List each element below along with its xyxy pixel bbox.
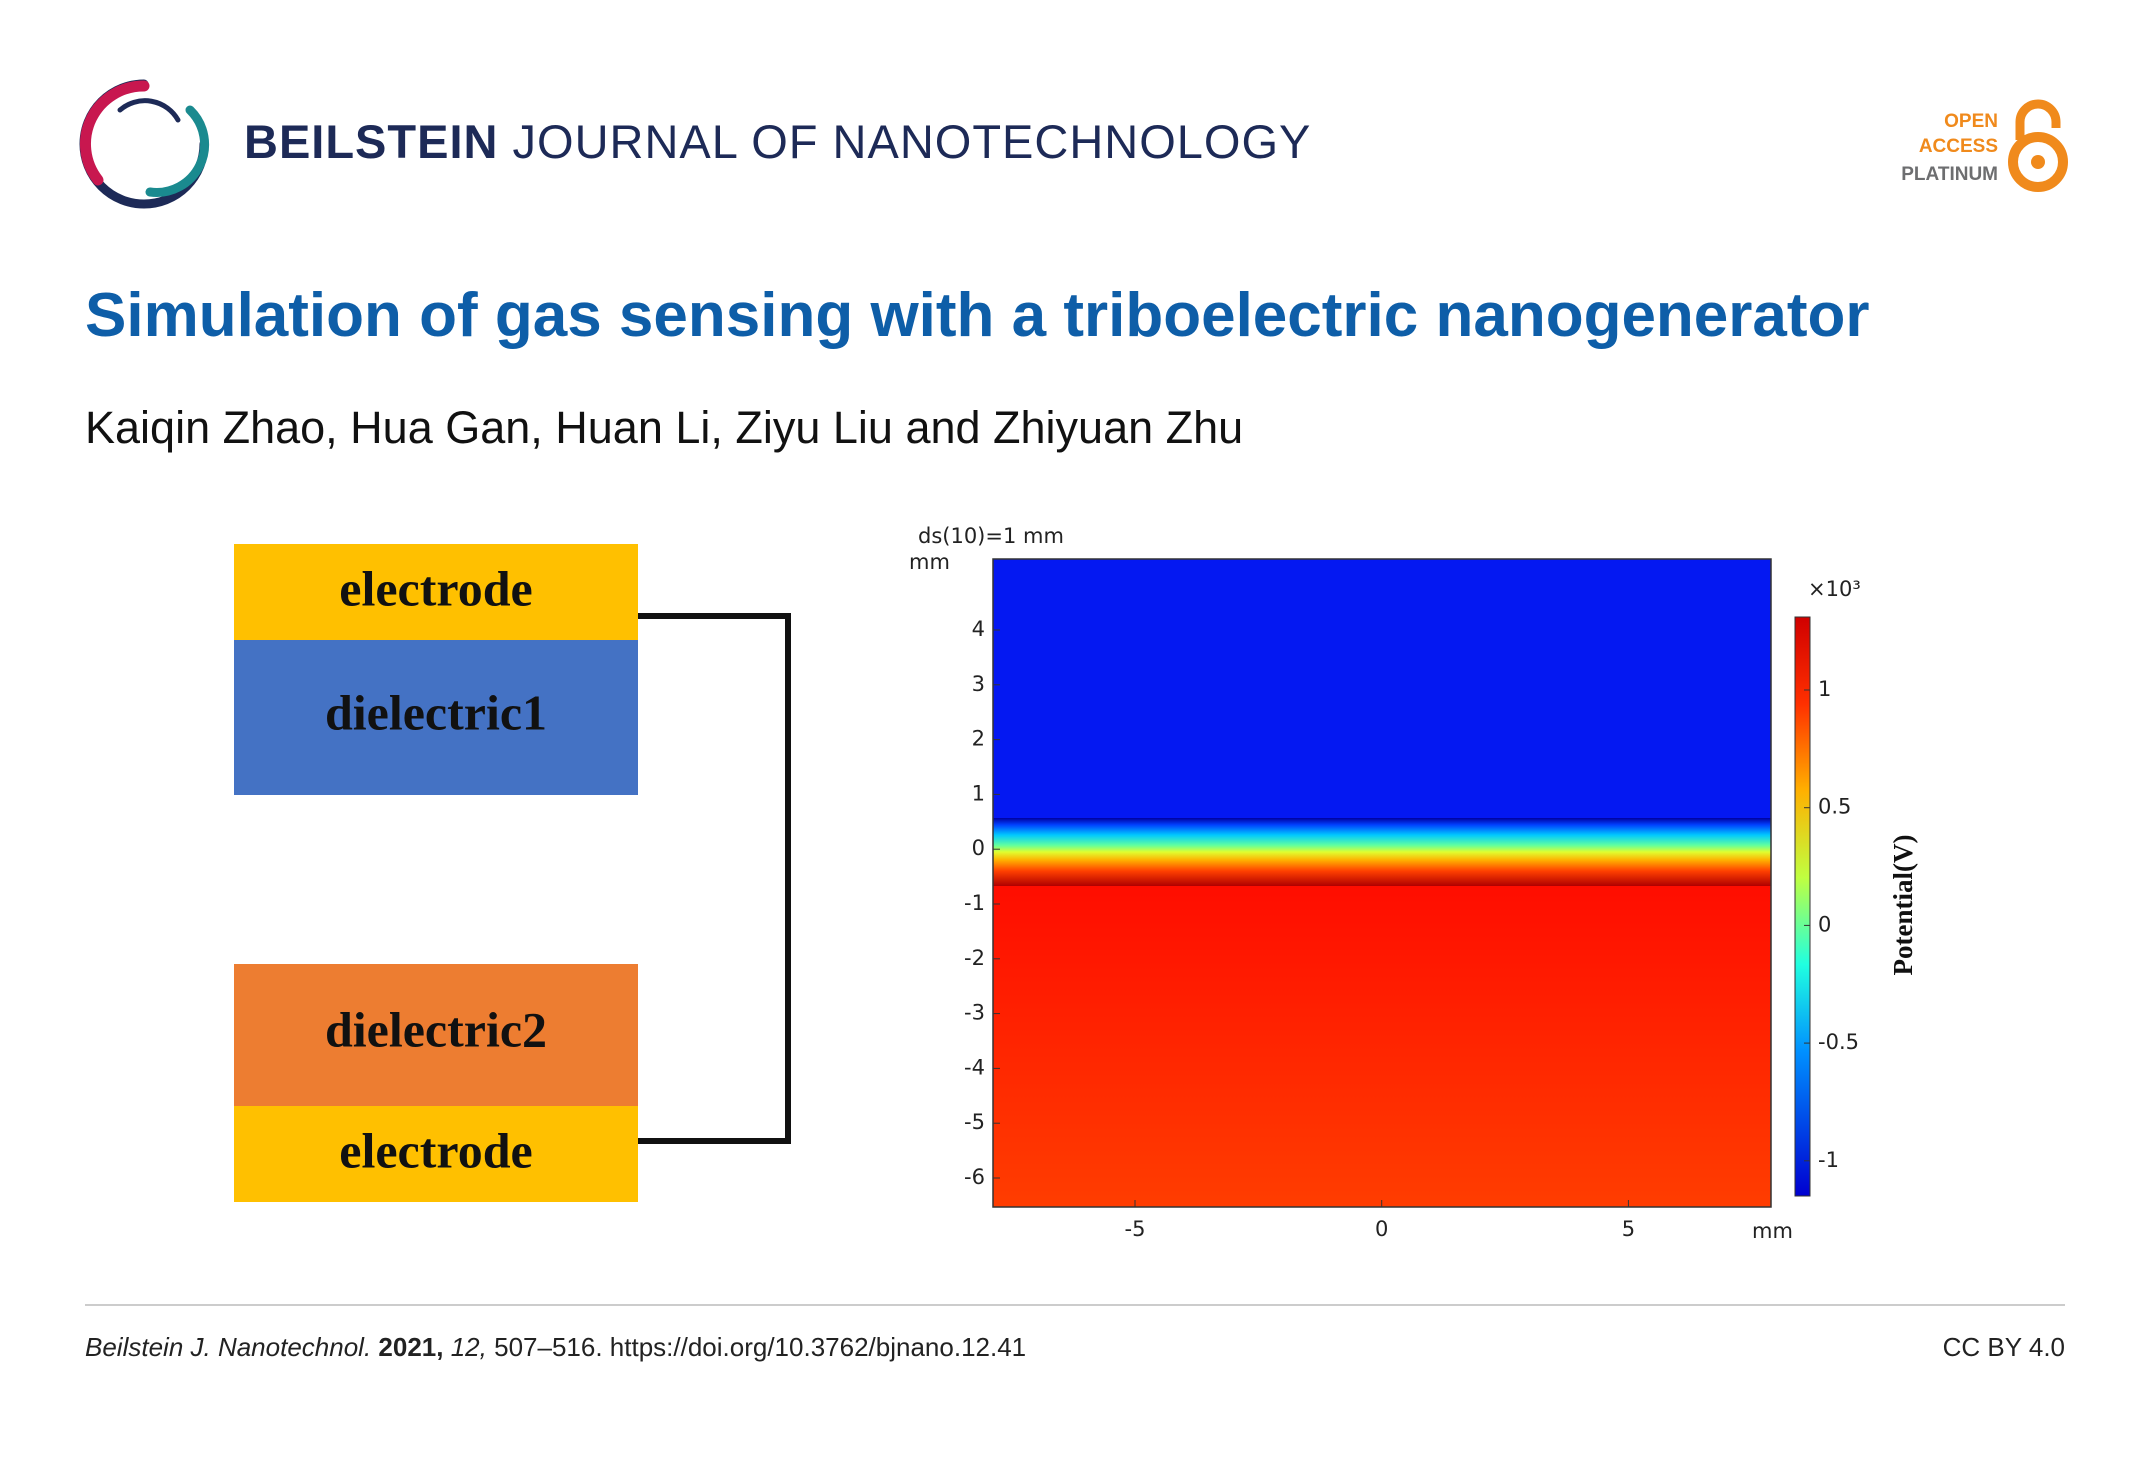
badge-text: ACCESS	[1919, 136, 1998, 157]
block-label: electrode	[339, 1122, 532, 1178]
authors: Kaiqin Zhao, Hua Gan, Huan Li, Ziyu Liu …	[85, 402, 1244, 453]
badge-text: OPEN	[1944, 111, 1998, 132]
y-tick-label: -6	[964, 1165, 985, 1189]
field-region	[993, 818, 1771, 886]
colorbar-tick-label: -0.5	[1818, 1030, 1859, 1054]
citation-pages: 507–516.	[494, 1332, 603, 1362]
y-tick-label: -5	[964, 1110, 985, 1134]
license: CC BY 4.0	[1942, 1332, 2065, 1362]
colorbar-label: Potential(V)	[1888, 835, 1918, 976]
block-label: dielectric2	[325, 1001, 547, 1057]
y-tick-label: -4	[964, 1055, 985, 1079]
citation-journal: Beilstein J. Nanotechnol.	[85, 1332, 372, 1362]
block-label: dielectric1	[325, 684, 547, 740]
colorbar-tick-label: 0	[1818, 912, 1831, 936]
y-tick-label: 2	[972, 727, 985, 751]
device-diagram: electrode dielectric1 dielectric2 electr…	[234, 544, 791, 1202]
y-tick-label: 1	[972, 781, 985, 805]
electrode-block	[234, 1106, 638, 1202]
citation-year: 2021,	[378, 1332, 444, 1362]
dielectric-block	[234, 964, 638, 1106]
y-tick-label: 3	[972, 672, 985, 696]
x-tick-label: 5	[1622, 1217, 1635, 1241]
journal-rest: JOURNAL OF NANOTECHNOLOGY	[512, 115, 1312, 168]
y-tick-label: 4	[972, 617, 985, 641]
axis-unit: mm	[909, 550, 950, 574]
badge-text: PLATINUM	[1901, 164, 1998, 185]
colorbar-tick-label: 0.5	[1818, 795, 1851, 819]
field-region	[993, 886, 1771, 1207]
journal-bold: BEILSTEIN	[244, 115, 499, 168]
y-tick-label: -2	[964, 946, 985, 970]
journal-name: BEILSTEIN JOURNAL OF NANOTECHNOLOGY	[244, 114, 1311, 169]
colorbar-multiplier: ×10³	[1808, 577, 1861, 601]
colorbar-tick-label: -1	[1818, 1148, 1839, 1172]
citation-doi[interactable]: https://doi.org/10.3762/bjnano.12.41	[609, 1332, 1027, 1362]
dielectric-block	[234, 640, 638, 795]
open-access-badge: OPEN ACCESS PLATINUM	[1901, 99, 2068, 192]
scale-note: ds(10)=1 mm	[918, 524, 1064, 548]
x-tick-label: 0	[1375, 1217, 1388, 1241]
block-label: electrode	[339, 560, 532, 616]
article-title: Simulation of gas sensing with a triboel…	[85, 281, 1870, 350]
y-tick-label: -1	[964, 891, 985, 915]
axis-unit: mm	[1752, 1219, 1793, 1243]
citation-volume: 12,	[450, 1332, 487, 1362]
colorbar	[1794, 616, 1811, 1197]
potential-plot: ds(10)=1 mm mm mm ×10³ Potential(V) 4 3 2 1…	[909, 524, 1918, 1243]
y-tick-label: 0	[972, 836, 985, 860]
field-region	[993, 559, 1771, 823]
wire	[638, 613, 791, 1144]
colorbar-tick-label: 1	[1818, 677, 1831, 701]
y-tick-label: -3	[964, 1001, 985, 1025]
footer-rule	[85, 1304, 2065, 1306]
x-tick-label: -5	[1125, 1217, 1146, 1241]
citation: Beilstein J. Nanotechnol. 2021, 12, 507–…	[85, 1332, 1026, 1363]
electrode-block	[234, 544, 638, 640]
logo	[79, 79, 210, 209]
